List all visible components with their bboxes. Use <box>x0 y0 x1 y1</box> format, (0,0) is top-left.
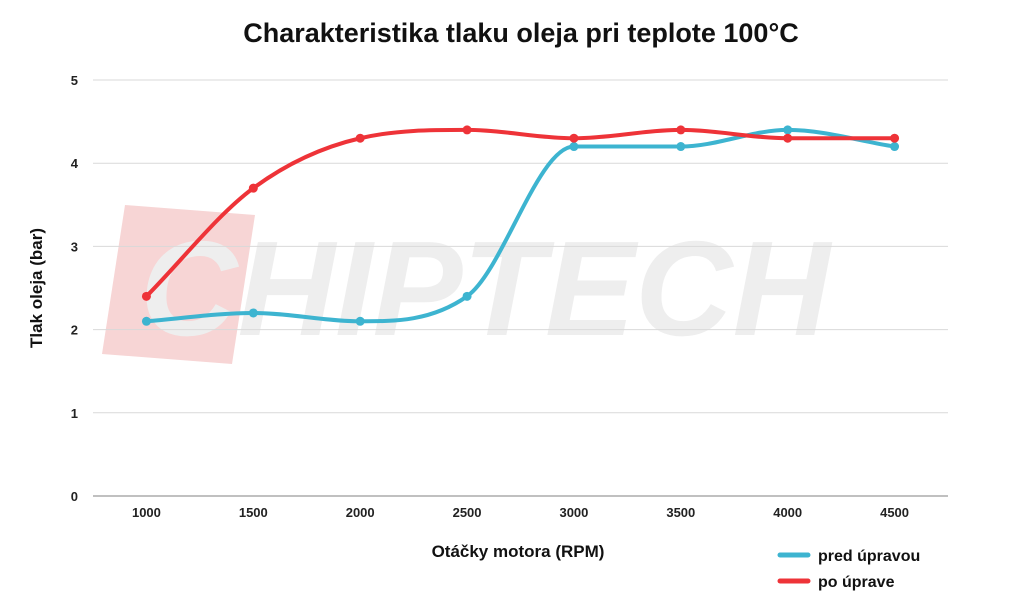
y-tick-label: 1 <box>71 406 78 421</box>
data-point <box>248 308 258 318</box>
data-point <box>890 133 900 143</box>
x-tick-label: 1500 <box>239 505 268 520</box>
data-point <box>890 142 900 152</box>
data-point <box>569 142 579 152</box>
y-tick-label: 0 <box>71 489 78 504</box>
watermark-logo-block <box>102 205 255 364</box>
x-tick-label: 4500 <box>880 505 909 520</box>
legend: pred úpravou po úprave <box>777 548 920 591</box>
x-tick-label: 2000 <box>346 505 375 520</box>
x-tick-label: 1000 <box>132 505 161 520</box>
data-point <box>355 133 365 143</box>
data-point <box>676 125 686 135</box>
y-tick-label: 3 <box>71 239 78 254</box>
y-axis-label: Tlak oleja (bar) <box>27 228 46 348</box>
data-point <box>141 316 151 326</box>
legend-label: po úprave <box>818 574 895 591</box>
x-tick-label: 3500 <box>666 505 695 520</box>
y-tick-labels: 0 1 2 3 4 5 <box>71 73 79 504</box>
x-tick-label: 2500 <box>453 505 482 520</box>
y-tick-label: 2 <box>71 323 78 338</box>
data-point <box>676 142 686 152</box>
chart-title: Charakteristika tlaku oleja pri teplote … <box>243 18 799 48</box>
data-point <box>141 291 151 301</box>
data-point <box>569 133 579 143</box>
x-tick-label: 4000 <box>773 505 802 520</box>
data-point <box>462 291 472 301</box>
data-point <box>783 125 793 135</box>
data-point <box>462 125 472 135</box>
x-tick-label: 3000 <box>559 505 588 520</box>
data-point <box>783 133 793 143</box>
data-point <box>355 316 365 326</box>
series-line-0 <box>144 127 897 324</box>
watermark-text: CHIPTECH <box>140 213 833 364</box>
gridlines <box>93 79 948 497</box>
x-tick-labels: 1000 1500 2000 2500 3000 3500 4000 4500 <box>132 505 909 520</box>
y-tick-label: 4 <box>71 156 79 171</box>
legend-label: pred úpravou <box>818 548 920 565</box>
series-points <box>141 125 900 326</box>
x-axis-label: Otáčky motora (RPM) <box>432 542 605 561</box>
y-tick-label: 5 <box>71 73 78 88</box>
watermark: CHIPTECH <box>102 205 833 364</box>
data-point <box>248 183 258 193</box>
